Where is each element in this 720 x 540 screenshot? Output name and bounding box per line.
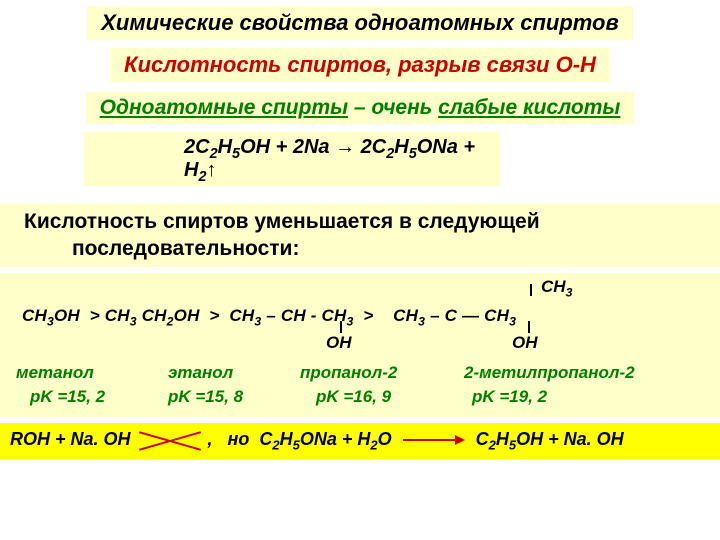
arrow-icon (403, 435, 465, 445)
compound-names-row: метанол этанол пропанол-2 2-метилпропано… (0, 361, 720, 417)
oh-1: OH (326, 333, 352, 353)
bond-mid-2 (528, 321, 530, 333)
reaction-equation: 2C2H5OH + 2Na → 2C2H5ONa + H2↑ (84, 132, 500, 186)
name-ethanol: этанол (168, 363, 233, 383)
name-propanol2: пропанол-2 (300, 363, 397, 383)
subtitle: Кислотность спиртов, разрыв связи О-Н (110, 48, 610, 82)
no-reaction-cross-icon (138, 425, 202, 455)
acidity-statement: Одноатомные спирты – очень слабые кислот… (86, 92, 635, 124)
bond-top (530, 284, 532, 296)
name-methanol: метанол (16, 363, 94, 383)
body-line2: последовательности: (24, 235, 690, 262)
pk-3: pK =16, 9 (316, 387, 391, 407)
structures-main: CH3OH > CH3 CH2OH > CH3 – CH - CH3 > CH3… (22, 306, 710, 326)
body-text: Кислотность спиртов уменьшается в следую… (0, 204, 720, 267)
oh-2: OH (512, 333, 538, 353)
final-right: C2H5OH + Na. OH (476, 429, 624, 449)
statement-part2: – очень (348, 96, 438, 119)
statement-part1: Одноатомные спирты (100, 96, 348, 119)
top-ch3: CH3 (541, 277, 572, 297)
pk-4: pK =19, 2 (472, 387, 547, 407)
final-left: ROH + Na. OH (10, 429, 131, 449)
structures-block: CH3 CH3OH > CH3 CH2OH > CH3 – CH - CH3 >… (0, 273, 720, 361)
body-line1: Кислотность спиртов уменьшается в следую… (24, 210, 540, 233)
final-mid: , но C2H5ONa + H2O (208, 429, 392, 449)
pk-2: pK =15, 8 (168, 387, 243, 407)
statement-part3: слабые кислоты (438, 96, 620, 119)
name-methylpropanol: 2-метилпропанол-2 (464, 363, 635, 383)
bond-mid-1 (340, 321, 342, 333)
final-equation: ROH + Na. OH , но C2H5ONa + H2O C2H5OH +… (0, 423, 720, 459)
page-title: Химические свойства одноатомных спиртов (87, 6, 633, 40)
pk-1: pK =15, 2 (30, 387, 105, 407)
